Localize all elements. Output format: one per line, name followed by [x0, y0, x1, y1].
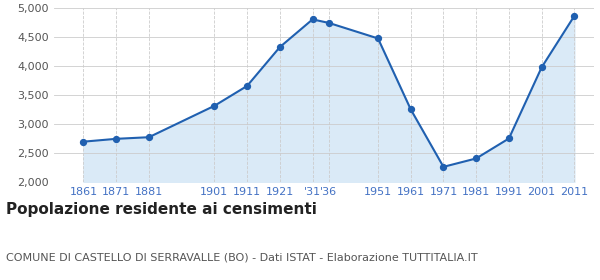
- Point: [79, 139, 88, 144]
- Text: COMUNE DI CASTELLO DI SERRAVALLE (BO) - Dati ISTAT - Elaborazione TUTTITALIA.IT: COMUNE DI CASTELLO DI SERRAVALLE (BO) - …: [6, 252, 478, 262]
- Point: [242, 84, 252, 88]
- Point: [406, 107, 416, 112]
- Point: [324, 21, 334, 25]
- Point: [504, 136, 514, 141]
- Point: [308, 17, 317, 22]
- Point: [537, 65, 547, 70]
- Point: [472, 156, 481, 161]
- Point: [439, 165, 448, 169]
- Point: [569, 14, 579, 18]
- Point: [209, 104, 219, 108]
- Point: [275, 45, 284, 49]
- Point: [144, 135, 154, 139]
- Point: [373, 36, 383, 41]
- Point: [112, 137, 121, 141]
- Text: Popolazione residente ai censimenti: Popolazione residente ai censimenti: [6, 202, 317, 217]
